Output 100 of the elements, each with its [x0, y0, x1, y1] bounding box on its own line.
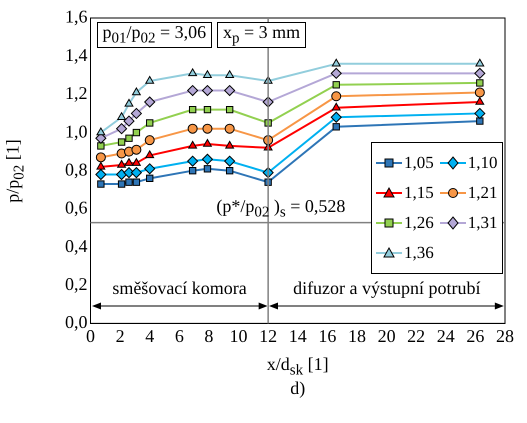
point — [188, 124, 198, 134]
point — [202, 85, 213, 96]
point — [124, 98, 134, 107]
point — [117, 112, 126, 120]
legend-label: 1,05 — [404, 152, 434, 173]
y-tick-label: 0,4 — [65, 236, 88, 256]
point — [188, 68, 198, 76]
point — [146, 119, 154, 127]
point — [331, 91, 342, 102]
point — [225, 70, 234, 78]
point — [96, 162, 106, 170]
point — [225, 140, 234, 149]
x-tick-label: 16 — [318, 326, 336, 346]
point — [188, 140, 198, 149]
point — [145, 150, 154, 158]
point — [226, 106, 234, 114]
legend-label: 1,21 — [468, 182, 498, 203]
annotation: směšovací komora — [112, 278, 247, 300]
point — [132, 158, 141, 166]
legend-label: 1,31 — [468, 212, 498, 233]
x-tick-label: 22 — [407, 326, 426, 346]
y-tick-label: 0,6 — [65, 198, 88, 218]
point — [332, 81, 340, 88]
point — [330, 112, 342, 123]
x-tick-label: 14 — [288, 326, 307, 346]
annotation: difuzor a výstupní potrubí — [293, 278, 481, 300]
point — [118, 180, 126, 188]
point — [187, 85, 198, 96]
point — [330, 68, 342, 79]
point — [132, 128, 140, 136]
y-tick-label: 0,8 — [65, 159, 88, 180]
text: d) — [290, 378, 306, 400]
point — [332, 102, 341, 110]
x-tick-label: 20 — [378, 326, 396, 346]
point — [188, 106, 196, 114]
x-tick-label: 26 — [466, 326, 484, 346]
point — [124, 158, 134, 166]
point — [474, 108, 486, 119]
legend-label: 1,26 — [404, 212, 434, 233]
point — [130, 108, 142, 119]
point — [145, 76, 154, 84]
annotation: x$_{p}$ = 3 mm — [217, 22, 306, 48]
legend-label: 1,10 — [468, 152, 498, 173]
point — [224, 85, 236, 96]
point — [332, 58, 341, 67]
point — [123, 116, 134, 127]
point — [144, 96, 156, 108]
point — [187, 156, 198, 167]
x-tick-label: 24 — [436, 326, 455, 346]
point — [131, 144, 142, 155]
point — [204, 106, 212, 114]
point — [130, 167, 142, 178]
x-tick-label: 12 — [259, 326, 278, 346]
x-tick-label: 28 — [496, 326, 514, 346]
y-tick-label: 1,4 — [65, 44, 88, 65]
point — [97, 180, 105, 188]
x-tick-label: 6 — [174, 326, 184, 346]
point — [476, 117, 484, 125]
point — [204, 165, 212, 172]
point — [474, 87, 485, 98]
point — [474, 68, 486, 79]
point — [97, 142, 105, 150]
ref-line-label: (p*/p$_{02}$ )$_{s}$ = 0,528 — [216, 196, 346, 221]
point — [118, 138, 126, 146]
point — [226, 167, 234, 174]
point — [116, 123, 128, 134]
y-tick-label: 1,6 — [65, 6, 88, 27]
legend-label: 1,36 — [404, 242, 434, 263]
point — [144, 135, 155, 146]
x-axis-title: x/d$_{sk}$ [1] — [266, 354, 329, 380]
point — [125, 134, 133, 142]
point — [224, 156, 236, 167]
point — [224, 124, 235, 134]
y-tick-label: 0,2 — [65, 274, 88, 294]
annotation: p$_{01}$/p$_{02}$ = 3,06 — [96, 22, 212, 48]
x-tick-label: 0 — [86, 326, 95, 346]
y-tick-label: 1,2 — [65, 83, 88, 104]
point — [476, 79, 484, 87]
point — [117, 160, 126, 168]
point — [203, 138, 212, 147]
x-tick-label: 2 — [116, 326, 125, 346]
x-tick-label: 8 — [204, 326, 214, 346]
point — [96, 152, 106, 162]
point — [202, 154, 213, 165]
point — [202, 124, 212, 134]
point — [188, 167, 196, 174]
x-tick-label: 10 — [230, 326, 248, 346]
point — [475, 96, 484, 105]
point — [116, 169, 128, 180]
point — [96, 128, 106, 136]
point — [144, 163, 156, 174]
point — [123, 167, 134, 178]
legend-label: 1,15 — [404, 182, 434, 203]
point — [203, 70, 212, 78]
y-tick-label: 0,0 — [65, 312, 88, 332]
point — [475, 58, 484, 67]
point — [146, 174, 154, 182]
point — [132, 87, 141, 96]
point — [132, 178, 140, 186]
x-tick-label: 18 — [348, 326, 366, 346]
